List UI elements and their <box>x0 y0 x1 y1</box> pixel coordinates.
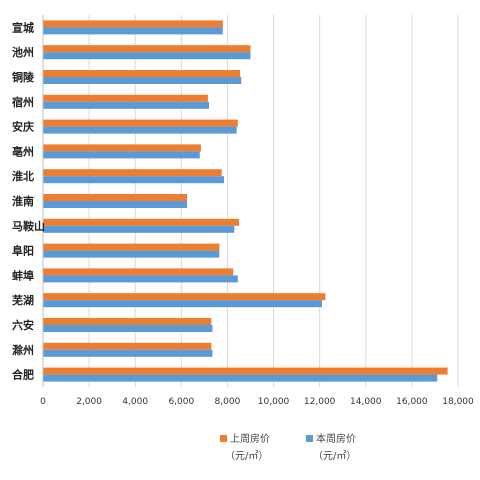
bar-last-week <box>43 243 220 251</box>
bar-last-week <box>43 169 222 177</box>
bar-last-week <box>43 342 212 350</box>
category-label: 池州 <box>12 45 34 59</box>
x-tick-label: 10,000 <box>258 397 290 407</box>
category-label: 亳州 <box>12 144 34 158</box>
category-label: 合肥 <box>12 368 34 382</box>
legend-label-this-week: 本周房价 <box>316 432 356 445</box>
category-label: 安庆 <box>12 120 34 134</box>
x-tick-label: 12,000 <box>304 397 336 407</box>
bar-last-week <box>43 45 251 53</box>
bar-this-week <box>43 349 213 357</box>
category-label: 淮北 <box>12 169 34 183</box>
bar-this-week <box>43 27 223 35</box>
x-tick-label: 16,000 <box>396 397 428 407</box>
x-tick-label: 0 <box>40 397 46 407</box>
legend-unit-last-week: （元/㎡） <box>225 450 268 462</box>
x-tick-labels: 0 2,000 4,000 6,000 8,000 10,000 12,000 14,000 1… <box>40 397 474 407</box>
x-tick-label: 18,000 <box>442 397 474 407</box>
bar-this-week <box>43 325 213 332</box>
bar-last-week <box>43 70 241 77</box>
category-label: 滁州 <box>12 343 34 357</box>
bar-last-week <box>43 144 201 152</box>
bar-this-week <box>43 52 251 60</box>
legend-swatch-this-week <box>306 435 313 442</box>
category-label: 淮南 <box>12 194 34 208</box>
bar-last-week <box>43 194 188 201</box>
bar-last-week <box>43 20 223 28</box>
bars <box>43 20 448 382</box>
bar-this-week <box>43 275 238 283</box>
x-tick-label: 14,000 <box>350 397 382 407</box>
x-tick-label: 8,000 <box>215 397 241 407</box>
category-label: 宿州 <box>12 95 34 109</box>
category-label: 宣城 <box>12 20 34 34</box>
bar-last-week <box>43 94 208 102</box>
category-label: 阜阳 <box>12 244 34 258</box>
bar-last-week <box>43 119 238 127</box>
legend: 上周房价 （元/㎡） 本周房价 （元/㎡） <box>220 432 356 462</box>
category-label: 铜陵 <box>11 70 35 84</box>
bar-this-week <box>43 250 220 258</box>
x-tick-label: 2,000 <box>76 397 102 407</box>
bar-last-week <box>43 367 448 375</box>
bar-last-week <box>43 293 326 301</box>
bar-this-week <box>43 151 200 159</box>
bar-this-week <box>43 77 242 84</box>
bar-this-week <box>43 374 438 382</box>
legend-unit-this-week: （元/㎡） <box>313 450 356 462</box>
bar-last-week <box>43 268 234 276</box>
category-label: 芜湖 <box>12 293 34 307</box>
bar-this-week <box>43 300 322 308</box>
bar-this-week <box>43 176 224 184</box>
category-label: 六安 <box>12 318 34 332</box>
x-tick-label: 4,000 <box>122 397 148 407</box>
bar-this-week <box>43 101 209 109</box>
legend-swatch-last-week <box>220 435 227 442</box>
bar-last-week <box>43 218 239 226</box>
legend-label-last-week: 上周房价 <box>230 432 270 445</box>
x-tick-label: 6,000 <box>168 397 194 407</box>
bar-last-week <box>43 318 212 325</box>
category-label: 蚌埠 <box>12 268 34 282</box>
bar-this-week <box>43 225 235 233</box>
category-label: 马鞍山 <box>12 219 45 233</box>
bar-this-week <box>43 126 237 134</box>
bar-this-week <box>43 201 188 208</box>
